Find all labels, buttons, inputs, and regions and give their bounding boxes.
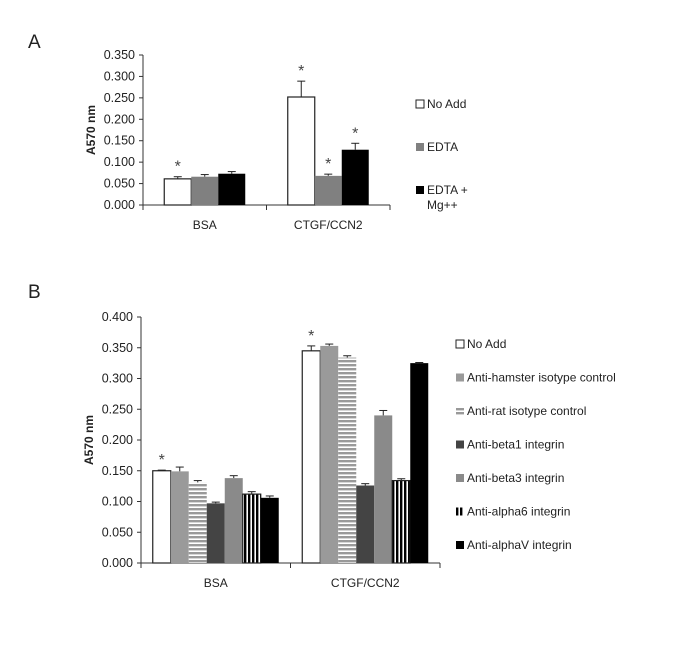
significance-marker: * [298,63,304,80]
legend-swatch [456,373,464,382]
significance-marker: * [352,125,358,142]
bar-anti-beta1-integrin [356,485,375,563]
bar-anti-beta1-integrin [206,503,225,563]
legend-label: Anti-alphaV integrin [467,538,572,552]
y-tick-label: 0.250 [104,91,135,105]
legend-label: No Add [427,97,466,111]
y-tick-label: 0.050 [104,177,135,191]
significance-marker: * [325,156,331,173]
category-label: CTGF/CCN2 [294,218,363,232]
panel-label-b: B [28,282,41,303]
significance-marker: * [159,452,165,469]
legend-swatch [456,507,464,516]
legend-swatch [416,143,424,151]
category-label: BSA [193,218,217,232]
y-tick-label: 0.350 [102,341,133,355]
y-tick-label: 0.200 [104,112,135,126]
y-tick-label: 0.300 [102,372,133,386]
bar-anti-hamster-isotype-control [170,471,189,563]
bar-no-add [152,470,172,564]
legend-swatch [416,186,424,194]
bar-edta [314,175,342,205]
legend-label: EDTA + [427,183,468,197]
y-axis-label: A570 nm [84,105,98,155]
legend-swatch [456,440,464,449]
bar-edta-mg- [341,149,369,205]
y-tick-label: 0.350 [104,48,135,62]
significance-marker: * [308,328,314,345]
chart-b: 0.000 0.050 0.100 0.150 0.200 0.250 0.300 0.350… [82,310,616,590]
legend-label: Mg++ [427,198,458,212]
bar-edta [191,176,219,205]
y-tick-label: 0.100 [104,155,135,169]
legend-swatch [415,99,425,109]
bar-edta-mg- [218,173,246,205]
legend-swatch [456,407,464,415]
bar-anti-alpha6-integrin [242,493,262,564]
bar-anti-rat-isotype-control [338,357,357,563]
legend-swatch [455,339,465,349]
bar-no-add [163,178,192,206]
legend-swatch [456,541,464,549]
bar-anti-rat-isotype-control [188,482,207,563]
legend-label: Anti-beta1 integrin [467,438,564,452]
bar-no-add [301,350,321,564]
bar-anti-beta3-integrin [224,478,243,563]
y-tick-label: 0.100 [102,495,133,509]
bar-anti-alpha6-integrin [391,479,411,564]
y-tick-label: 0.050 [102,525,133,539]
y-tick-label: 0.400 [102,310,133,324]
y-tick-label: 0.200 [102,433,133,447]
legend-label: Anti-beta3 integrin [467,471,564,485]
bar-anti-alphav-integrin [260,497,279,563]
y-tick-label: 0.150 [104,134,135,148]
legend-label: No Add [467,337,506,351]
category-label: BSA [204,576,228,590]
y-axis-label: A570 nm [82,415,96,465]
y-tick-label: 0.250 [102,402,133,416]
y-tick-label: 0.300 [104,69,135,83]
chart-a: 0.000 0.050 0.100 0.150 0.200 0.250 0.300 0.350… [84,48,468,232]
legend-swatch [456,474,464,482]
bar-anti-hamster-isotype-control [320,345,339,563]
significance-marker: * [175,159,181,176]
bar-anti-beta3-integrin [374,415,393,563]
legend-label: Anti-hamster isotype control [467,371,616,385]
y-tick-label: 0.000 [102,556,133,570]
bar-no-add [287,96,316,206]
panel-label-a: A [28,32,41,53]
y-tick-label: 0.150 [102,464,133,478]
category-label: CTGF/CCN2 [331,576,400,590]
bar-anti-alphav-integrin [410,363,429,563]
y-tick-label: 0.000 [104,198,135,212]
legend-label: Anti-alpha6 integrin [467,505,570,519]
legend-label: Anti-rat isotype control [467,404,586,418]
legend-label: EDTA [427,140,458,154]
